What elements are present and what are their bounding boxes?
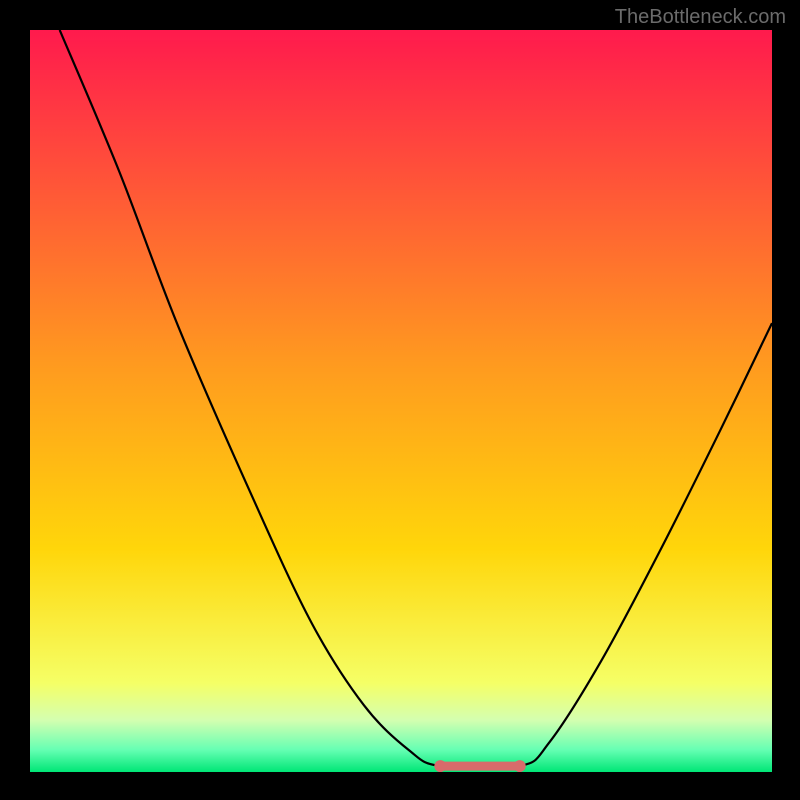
watermark-text: TheBottleneck.com — [615, 6, 786, 29]
bottleneck-curve — [30, 30, 772, 772]
chart-container: TheBottleneck.com — [0, 0, 800, 800]
plot-area — [30, 30, 772, 772]
curve-marker-left — [434, 760, 446, 772]
curve-marker-right — [514, 760, 526, 772]
curve-path — [60, 30, 772, 769]
